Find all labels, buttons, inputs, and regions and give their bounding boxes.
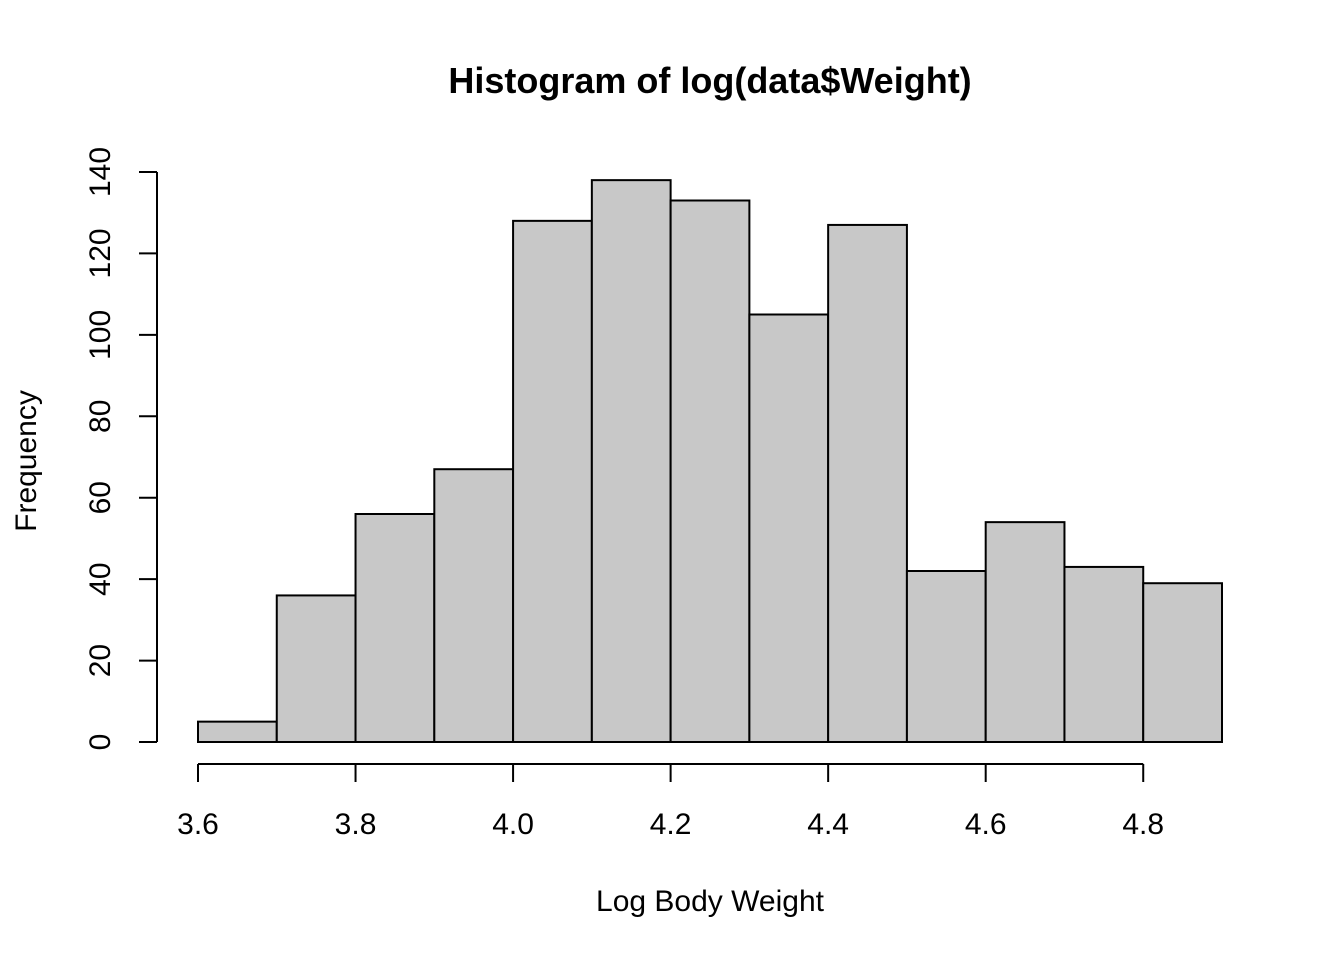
x-tick-label: 4.4: [807, 808, 849, 841]
y-tick-label: 60: [84, 481, 117, 514]
x-tick-label: 4.8: [1122, 808, 1164, 841]
histogram-bar: [512, 219, 593, 744]
x-tick-label: 4.6: [965, 808, 1007, 841]
y-tick-label: 100: [84, 310, 117, 360]
y-axis-label: Frequency: [10, 390, 43, 532]
histogram-bar: [827, 223, 908, 743]
histogram-bar: [748, 313, 830, 743]
histogram-bar: [984, 521, 1066, 744]
histogram-bar: [590, 179, 672, 743]
chart-title: Histogram of log(data$Weight): [448, 60, 971, 101]
y-axis: 0 20 40 60 80 100 120 140: [84, 147, 158, 751]
x-tick-label: 3.6: [177, 808, 219, 841]
histogram-bar: [1063, 565, 1145, 744]
y-tick-label: 40: [84, 562, 117, 595]
y-tick-label: 0: [84, 734, 117, 751]
x-tick-label: 3.8: [335, 808, 377, 841]
bars-group: [197, 179, 1223, 744]
y-tick-label: 80: [84, 400, 117, 433]
histogram-bar: [433, 468, 515, 743]
y-tick-label: 140: [84, 147, 117, 197]
y-tick-label: 20: [84, 644, 117, 677]
histogram-bar: [197, 720, 278, 744]
histogram-bar: [1142, 582, 1223, 744]
histogram-bar: [905, 570, 987, 743]
x-axis-label: Log Body Weight: [596, 885, 825, 918]
histogram-bar: [669, 199, 751, 743]
x-tick-label: 4.0: [492, 808, 534, 841]
histogram-bar: [354, 513, 436, 743]
x-axis: 3.6 3.8 4.0 4.2 4.4 4.6 4.8: [177, 763, 1164, 841]
x-tick-label: 4.2: [650, 808, 692, 841]
y-tick-label: 120: [84, 228, 117, 278]
histogram-bar: [275, 594, 357, 744]
